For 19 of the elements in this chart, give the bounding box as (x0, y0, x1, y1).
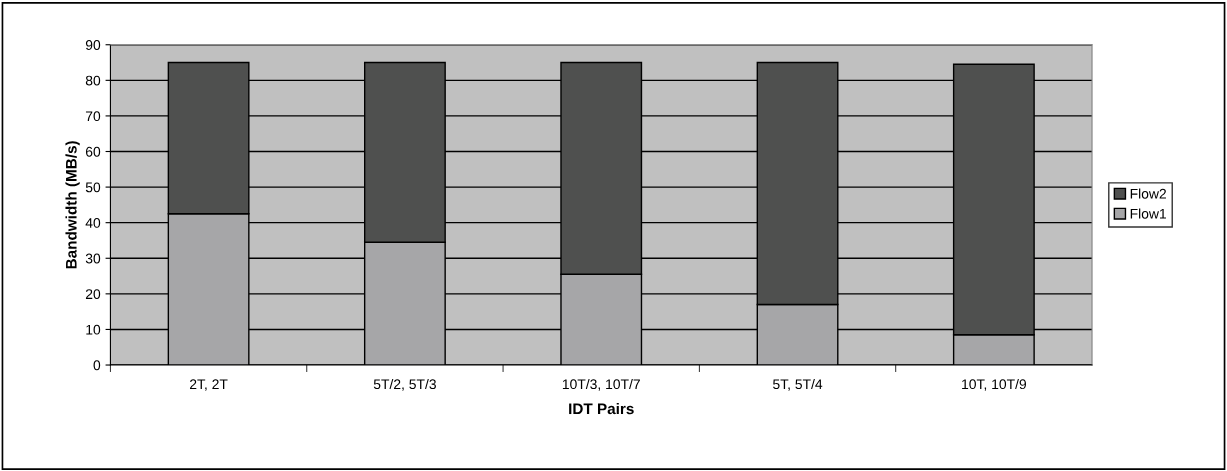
x-tick-label: 5T/2, 5T/3 (373, 378, 436, 391)
y-tick-label: 70 (85, 111, 101, 122)
x-tick-label: 10T, 10T/9 (962, 378, 1027, 391)
y-tick-label: 40 (85, 218, 101, 228)
y-tick-label: 90 (85, 40, 101, 50)
x-tick-label: 10T/3, 10T/7 (562, 378, 640, 391)
y-tick-label: 10 (86, 324, 101, 335)
y-tick-label: 50 (85, 182, 101, 193)
x-tick-label: 2T, 2T (190, 379, 228, 391)
y-tick-label: 0 (93, 360, 101, 371)
x-axis-title: IDT Pairs (569, 402, 634, 415)
x-tick-label: 5T, 5T/4 (773, 378, 823, 391)
legend-label: Flow2 (1130, 188, 1166, 199)
y-axis-title: Bandwidth (MB/s) (65, 141, 80, 269)
y-tick-label: 80 (85, 75, 101, 86)
legend-label: Flow1 (1130, 208, 1166, 219)
y-tick-label: 20 (85, 289, 101, 300)
y-tick-label: 30 (85, 253, 101, 264)
y-tick-label: 60 (85, 146, 101, 157)
